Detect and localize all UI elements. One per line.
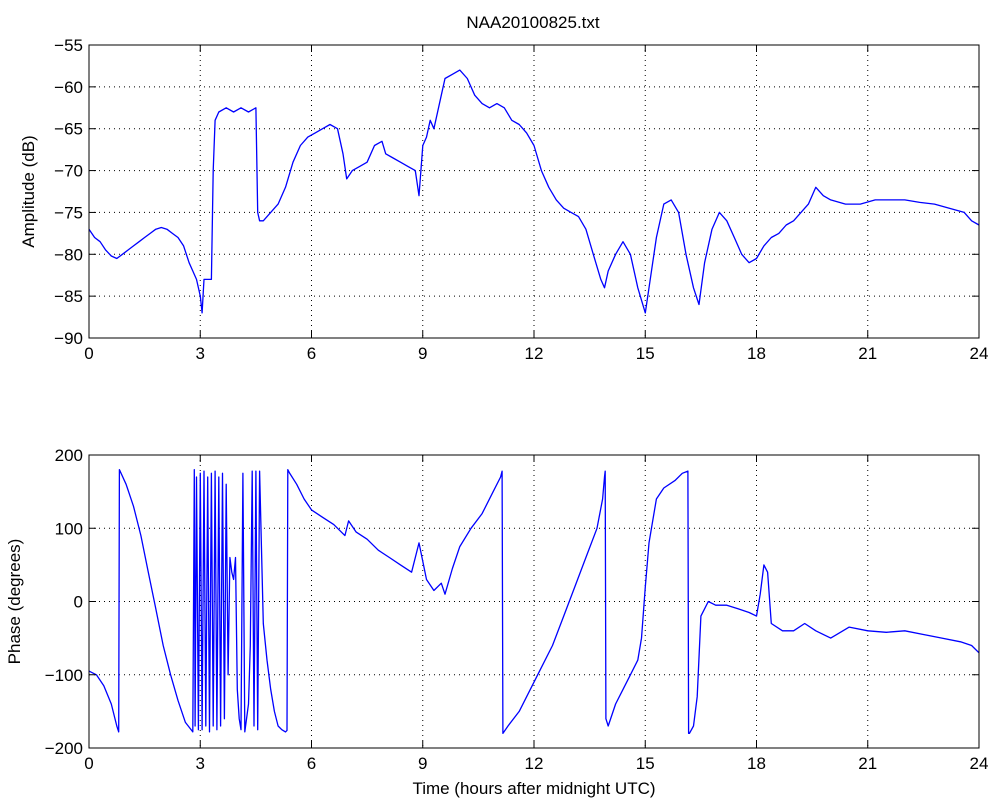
phase-x-tick-label: 9 [418, 754, 427, 773]
amp-x-tick-label: 12 [525, 344, 544, 363]
phase-y-tick-label: −100 [45, 666, 83, 685]
phase-x-tick-label: 12 [525, 754, 544, 773]
amp-x-tick-label: 0 [84, 344, 93, 363]
phase-x-tick-label: 15 [636, 754, 655, 773]
amp-x-tick-label: 3 [196, 344, 205, 363]
amp-axes-frame [88, 44, 980, 339]
amp-y-tick-label: −60 [54, 78, 83, 97]
amp-y-tick-label: −85 [54, 287, 83, 306]
phase-x-tick-label: 6 [307, 754, 316, 773]
amp-y-axis-label: Amplitude (dB) [19, 135, 38, 247]
phase-y-tick-label: −200 [45, 739, 83, 758]
amp-y-tick-label: −90 [54, 329, 83, 348]
phase-panel: 0 3 6 9 12 15 18 21 24 −200 −100 0 100 200 Phase (degr… [5, 446, 988, 798]
amp-y-tick-label: −70 [54, 162, 83, 181]
phase-series-line [88, 469, 980, 735]
amp-series-line [88, 69, 980, 314]
amp-x-tick-label: 18 [747, 344, 766, 363]
phase-x-tick-label: 18 [747, 754, 766, 773]
phase-y-axis-label: Phase (degrees) [5, 539, 24, 665]
amp-x-tick-label: 15 [636, 344, 655, 363]
phase-x-tick-label: 24 [970, 754, 989, 773]
amp-x-tick-label: 24 [970, 344, 989, 363]
amp-y-tick-label: −55 [54, 36, 83, 55]
phase-x-tick-label: 3 [196, 754, 205, 773]
amp-y-tick-label: −80 [54, 245, 83, 264]
phase-y-tick-label: 0 [74, 593, 83, 612]
amp-y-tick-label: −75 [54, 203, 83, 222]
amp-x-tick-label: 9 [418, 344, 427, 363]
phase-y-tick-label: 100 [55, 519, 83, 538]
phase-y-tick-label: 200 [55, 446, 83, 465]
amp-x-tick-label: 21 [858, 344, 877, 363]
amp-x-tick-label: 6 [307, 344, 316, 363]
phase-x-tick-label: 0 [84, 754, 93, 773]
phase-x-axis-label: Time (hours after midnight UTC) [412, 779, 655, 798]
phase-x-tick-label: 21 [858, 754, 877, 773]
chart-title: NAA20100825.txt [466, 13, 600, 32]
amp-y-tick-label: −65 [54, 120, 83, 139]
amplitude-panel: 0 3 6 9 12 15 18 21 24 −90 −85 −80 −75 −70 −65 −60 −55 Am… [19, 36, 988, 363]
